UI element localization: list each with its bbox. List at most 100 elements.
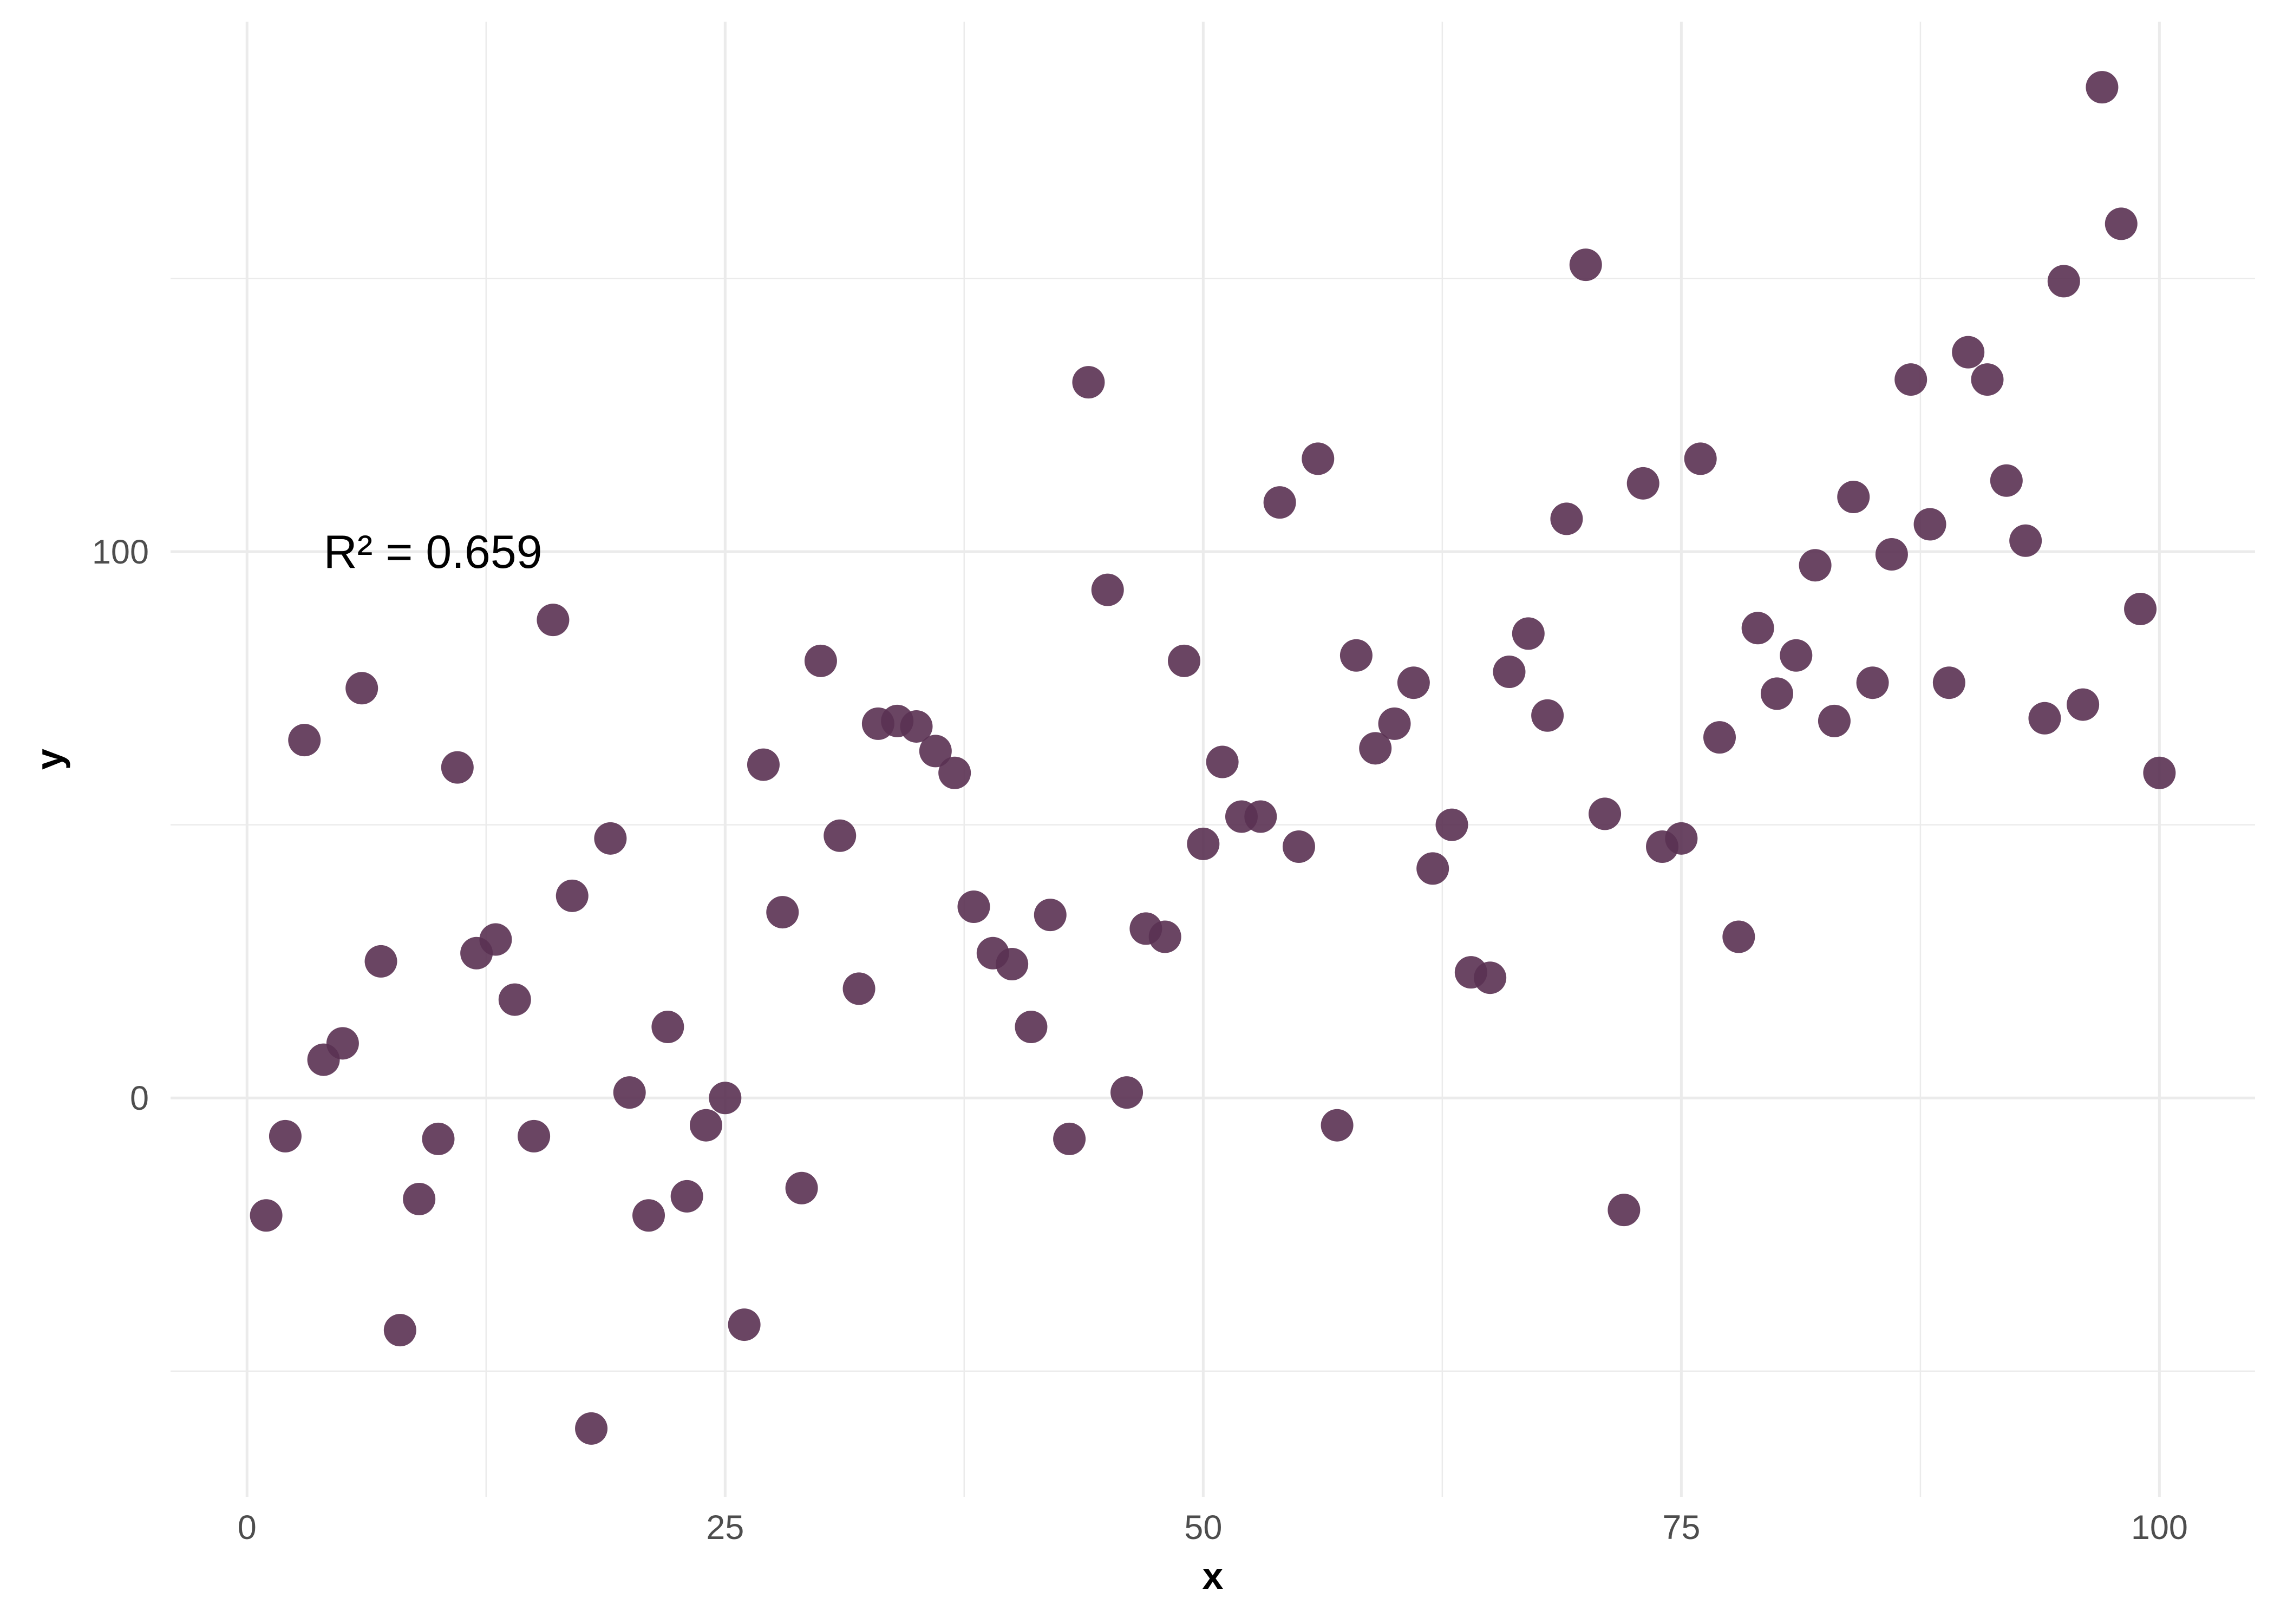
data-point: [1626, 467, 1659, 500]
minor-grid: [171, 22, 2255, 1497]
y-tick-label: 100: [92, 533, 149, 571]
data-point: [1397, 666, 1430, 699]
y-axis-title: y: [28, 749, 70, 770]
data-point: [1780, 639, 1813, 672]
data-point: [804, 644, 837, 677]
data-point: [1684, 442, 1717, 475]
data-point: [2124, 592, 2157, 625]
data-point: [1206, 745, 1239, 778]
data-point: [996, 947, 1029, 980]
data-point: [250, 1199, 283, 1232]
data-point: [518, 1119, 551, 1152]
data-point: [288, 724, 321, 757]
data-point: [1589, 797, 1622, 830]
data-point: [1550, 502, 1583, 535]
data-point: [364, 945, 397, 978]
data-point: [1493, 656, 1526, 689]
data-point: [383, 1314, 416, 1347]
data-point: [1799, 549, 1832, 582]
data-point: [269, 1119, 302, 1152]
data-point: [1168, 644, 1201, 677]
data-points: [250, 71, 2176, 1445]
data-point: [1378, 707, 1411, 740]
data-point: [1703, 721, 1736, 754]
data-point: [1474, 961, 1507, 994]
data-point: [1990, 464, 2023, 497]
data-point: [1741, 612, 1774, 645]
data-point: [2086, 71, 2119, 104]
data-point: [479, 923, 512, 956]
y-tick-label: 0: [130, 1079, 149, 1117]
data-point: [938, 756, 971, 789]
data-point: [345, 672, 378, 705]
data-point: [2067, 688, 2100, 721]
data-point: [632, 1199, 665, 1232]
data-point: [1875, 538, 1908, 571]
data-point: [957, 890, 990, 923]
data-point: [1302, 442, 1335, 475]
data-point: [1072, 366, 1105, 399]
data-point: [900, 710, 933, 743]
data-point: [1932, 666, 1965, 699]
data-point: [824, 819, 857, 852]
x-axis-ticks: 0 25 50 75 100: [238, 1509, 2188, 1547]
data-point: [1913, 508, 1946, 541]
data-point: [1015, 1011, 1048, 1044]
data-point: [1321, 1109, 1354, 1142]
data-point: [1531, 699, 1564, 732]
data-point: [1760, 677, 1793, 710]
x-tick-label: 0: [238, 1509, 257, 1547]
x-tick-label: 75: [1662, 1509, 1700, 1547]
data-point: [537, 604, 570, 637]
data-point: [728, 1308, 761, 1341]
data-point: [403, 1182, 436, 1215]
data-point: [766, 896, 799, 929]
data-point: [2143, 756, 2176, 789]
data-point: [842, 972, 875, 1005]
data-point: [594, 822, 627, 855]
data-point: [1665, 822, 1698, 855]
data-point: [1512, 617, 1545, 650]
data-point: [2009, 524, 2042, 557]
data-point: [670, 1180, 703, 1213]
data-point: [575, 1412, 608, 1445]
data-point: [1856, 666, 1889, 699]
data-point: [613, 1076, 646, 1109]
data-point: [2047, 265, 2080, 298]
data-point: [2105, 207, 2138, 240]
data-point: [1952, 336, 1985, 369]
data-point: [785, 1171, 818, 1204]
data-point: [1359, 732, 1392, 765]
r-squared-annotation: R² = 0.659: [324, 526, 543, 578]
data-point: [1034, 899, 1067, 932]
x-tick-label: 50: [1184, 1509, 1222, 1547]
data-point: [1818, 704, 1851, 737]
data-point: [1894, 363, 1927, 396]
data-point: [1435, 808, 1468, 841]
data-point: [1569, 248, 1602, 281]
data-point: [689, 1109, 722, 1142]
x-tick-label: 100: [2131, 1509, 2188, 1547]
y-axis-ticks: 0 100: [92, 533, 149, 1117]
data-point: [1339, 639, 1373, 672]
data-point: [709, 1082, 742, 1115]
data-point: [422, 1122, 455, 1155]
data-point: [919, 735, 952, 768]
x-axis-title: x: [1203, 1555, 1224, 1597]
data-point: [1053, 1122, 1086, 1155]
data-point: [326, 1027, 359, 1060]
data-point: [1722, 920, 1755, 953]
data-point: [1187, 827, 1220, 860]
data-point: [1971, 363, 2004, 396]
data-point: [1263, 486, 1296, 519]
data-point: [651, 1011, 684, 1044]
data-point: [1110, 1076, 1143, 1109]
data-point: [2028, 702, 2061, 735]
data-point: [1244, 800, 1277, 833]
data-point: [1148, 920, 1181, 953]
x-tick-label: 25: [706, 1509, 744, 1547]
data-point: [1091, 573, 1124, 606]
data-point: [1282, 830, 1315, 863]
data-point: [1416, 852, 1449, 885]
